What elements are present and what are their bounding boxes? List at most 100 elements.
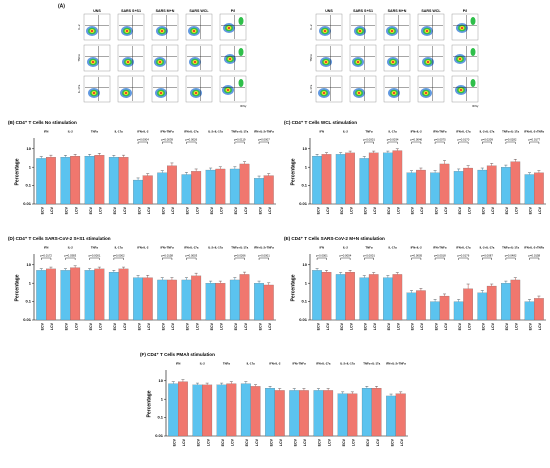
p-value: p=0.0046 <box>410 138 422 142</box>
x-tick-label: LCV <box>255 438 259 446</box>
bar <box>215 168 226 205</box>
x-tick-label: LCV <box>99 206 103 214</box>
bar <box>371 388 382 437</box>
y-tick-label: 1 <box>29 280 32 285</box>
group-label: IL-2 <box>68 130 73 134</box>
flow-plot <box>83 13 111 41</box>
column-header: UNS <box>325 9 333 13</box>
group-label: TNFα+IL-17a <box>231 246 248 250</box>
x-tick-label: LCV <box>220 206 224 214</box>
x-tick-label: ECV <box>458 206 462 214</box>
group-label: IFN+IL-2+TNFα <box>254 246 274 250</box>
group-label: IFN <box>320 130 325 134</box>
x-tick-label: LCV <box>515 322 519 330</box>
column-header: SARS M+N <box>388 9 407 13</box>
x-tick-label: ECV <box>411 322 415 330</box>
x-tick-label: ECV <box>89 322 93 330</box>
density-core <box>390 30 394 32</box>
p-value: p=0.0005 <box>410 254 422 258</box>
bar <box>335 154 346 205</box>
significance-bracket <box>258 257 269 260</box>
x-tick-label: LCV <box>303 438 307 446</box>
bar <box>430 172 440 205</box>
bar <box>321 154 332 205</box>
x-tick-label: LCV <box>352 438 356 446</box>
group-label: IFN+IL-17a <box>184 130 199 134</box>
p-value: p=0.0002 <box>113 254 125 258</box>
group-label: IFN+IL-2+TNFα <box>524 246 544 250</box>
bar <box>94 268 105 321</box>
group-label: IFN+TNFα <box>433 246 447 250</box>
p-value: p=0.0172 <box>40 254 52 258</box>
significance-bracket <box>186 141 197 144</box>
bar <box>216 384 227 437</box>
density-core <box>160 30 164 32</box>
y-tick-label: 0.01 <box>23 317 32 322</box>
bar <box>226 383 237 437</box>
x-tick-label: ECV <box>137 206 141 214</box>
bar <box>299 390 309 437</box>
significance-bracket <box>458 141 469 144</box>
significance-bracket <box>482 141 492 144</box>
x-tick-label: ECV <box>316 322 320 330</box>
bar <box>205 283 216 321</box>
density-core <box>192 30 196 32</box>
x-tick-label: LCV <box>182 438 186 446</box>
bar <box>416 290 426 321</box>
x-tick-label: ECV <box>162 322 166 330</box>
chart-title: (C) CD4⁺ T Cells WCL stimulation <box>284 120 357 125</box>
bar <box>239 274 250 321</box>
group-label: TNFα <box>91 246 98 250</box>
x-tick-label: LCV <box>206 438 210 446</box>
p-value: p=0.0170 <box>458 138 470 142</box>
flow-plot <box>349 44 377 72</box>
group-label: IL-17a <box>247 362 256 366</box>
bar <box>94 155 105 205</box>
x-tick-label: ECV <box>318 438 322 446</box>
group-label: IFN <box>176 362 181 366</box>
x-tick-label: ECV <box>89 206 93 214</box>
panel-label: (A) <box>58 3 65 9</box>
y-axis-label: Percentage <box>14 274 20 301</box>
bar <box>254 283 265 321</box>
x-tick-label: LCV <box>376 438 380 446</box>
y-tick-label: 10 <box>159 378 164 383</box>
bar <box>323 390 334 437</box>
significance-bracket <box>434 141 445 144</box>
y-axis-label: Percentage <box>146 390 152 417</box>
column-header: UNS <box>93 9 101 13</box>
x-tick-label: LCV <box>220 322 224 330</box>
x-tick-label: ECV <box>411 206 415 214</box>
density-pos <box>470 48 476 56</box>
group-label: IFN <box>44 246 49 250</box>
density-core <box>193 61 197 63</box>
x-tick-label: ECV <box>65 322 69 330</box>
density-pos <box>238 48 244 56</box>
flow-plot <box>83 44 111 72</box>
x-tick-label: LCV <box>444 322 448 330</box>
bar <box>265 388 276 437</box>
density-core <box>323 30 327 32</box>
y-tick-label: 1 <box>305 164 308 169</box>
bar <box>178 381 188 437</box>
y-tick-label: 1 <box>161 396 164 401</box>
bar <box>510 161 521 205</box>
x-tick-label: LCV <box>326 206 330 214</box>
bar <box>274 390 285 437</box>
chart-title: (E) CD4⁺ T Cells SARS-CoV-2 M+N stimulat… <box>284 236 385 241</box>
x-tick-label: LCV <box>74 322 78 330</box>
x-tick-label: ECV <box>434 322 438 330</box>
bar <box>167 279 177 321</box>
bar <box>60 270 71 321</box>
significance-bracket <box>364 257 374 260</box>
bar <box>359 277 370 321</box>
bar <box>439 163 450 205</box>
x-tick-label: LCV <box>491 206 495 214</box>
x-tick-label: ECV <box>340 206 344 214</box>
x-tick-label: ECV <box>340 322 344 330</box>
significance-bracket <box>258 141 269 144</box>
x-tick-label: LCV <box>326 322 330 330</box>
x-tick-label: ECV <box>186 322 190 330</box>
bar <box>36 158 47 205</box>
